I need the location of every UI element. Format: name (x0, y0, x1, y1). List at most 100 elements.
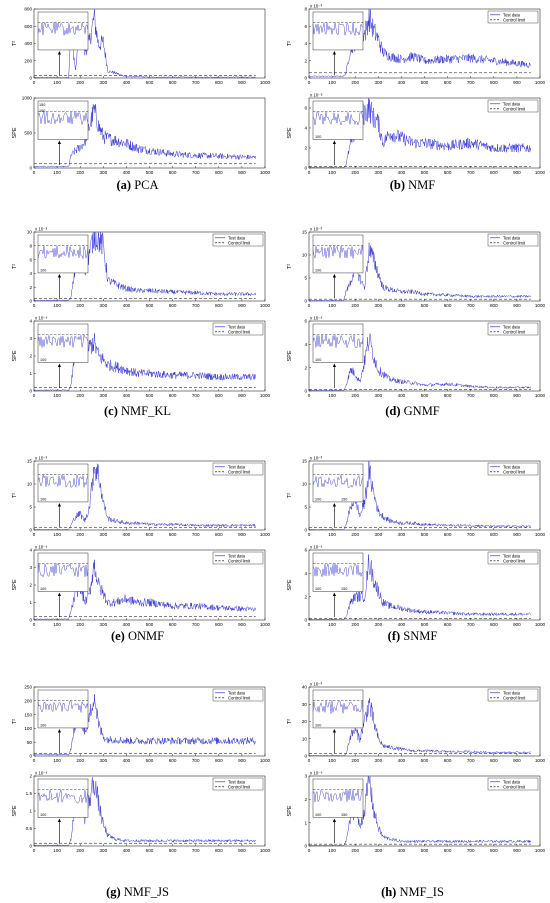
y-tick-label: 4 (304, 571, 307, 576)
x-tick-label: 100 (53, 80, 61, 85)
test-data-line (308, 98, 531, 169)
y-tick-label: 8 (304, 7, 307, 12)
caption-text: GNMF (400, 404, 440, 418)
y-tick-label: 2 (304, 146, 307, 151)
inset-arrowhead (57, 818, 62, 822)
y-tick-label: 2 (304, 365, 307, 370)
x-tick-label: 700 (467, 80, 475, 85)
x-tick-label: 1000 (535, 758, 546, 763)
caption-letter: (d) (385, 404, 401, 418)
x-tick-label: 600 (169, 170, 177, 175)
x-tick-label: 400 (123, 80, 131, 85)
x-tick-label: 500 (146, 303, 154, 308)
x-tick-label: 500 (421, 393, 429, 398)
legend-test-label: Test data (228, 324, 246, 329)
inset-x-tick-label: 100 (40, 813, 46, 817)
inset-arrowhead (332, 50, 337, 55)
spe-plot: 0 100 200 300 400 500 600 700 800 900 1000 0 2 4 6 SPE x… (287, 545, 546, 628)
caption-letter: (f) (387, 629, 401, 643)
x-tick-label: 100 (53, 532, 61, 537)
inset-arrowhead (332, 140, 337, 144)
inset-box (37, 689, 89, 729)
x-tick-label: 500 (146, 393, 154, 398)
y-tick-label: 2 (29, 583, 32, 588)
x-tick-label: 300 (99, 303, 107, 308)
inset-x-tick-label: 100 (315, 358, 321, 362)
x-tick-label: 800 (490, 532, 498, 537)
legend-limit-label: Control limit (228, 784, 251, 789)
y-tick-label: 1.5 (26, 791, 33, 796)
legend-limit-label: Control limit (228, 695, 251, 700)
y-tick-label: 0 (29, 389, 32, 394)
x-tick-label: 900 (238, 80, 246, 85)
legend-test-label: Test data (503, 12, 521, 17)
x-tick-label: 1000 (260, 303, 271, 308)
x-tick-label: 200 (351, 393, 359, 398)
x-tick-label: 500 (146, 848, 154, 853)
y-exponent: x 10⁻³ (35, 456, 48, 461)
inset-data-line (312, 334, 364, 349)
panel-a: 0 100 200 300 400 500 600 700 800 900 1000 0 200 400 6… (0, 0, 275, 192)
y-tick-label: 0 (304, 618, 307, 623)
y-tick-label: 6 (304, 548, 307, 553)
y-tick-label: 1000 (22, 96, 33, 101)
x-tick-label: 200 (351, 170, 359, 175)
x-tick-label: 400 (398, 393, 406, 398)
x-tick-label: 800 (490, 393, 498, 398)
spe-plot: 0 100 200 300 400 500 600 700 800 900 1000 0 1 2 3 4 SPE… (12, 316, 271, 399)
inset-arrowhead (57, 140, 62, 144)
x-tick-label: 500 (146, 758, 154, 763)
y-axis-label: T² (12, 493, 18, 498)
legend-limit-label: Control limit (228, 469, 251, 474)
x-tick-label: 800 (490, 80, 498, 85)
y-tick-label: 6 (304, 319, 307, 324)
inset-x-tick-label: 150 (341, 813, 347, 817)
x-tick-label: 100 (53, 622, 61, 627)
inset-x-tick-label: 100 (315, 135, 321, 139)
x-tick-label: 200 (351, 622, 359, 627)
x-tick-label: 1000 (260, 393, 271, 398)
inset-x-tick-label: 150 (341, 497, 347, 501)
x-tick-label: 500 (421, 622, 429, 627)
panel-e-svg: 0 100 200 300 400 500 600 700 800 900 1000051015T²… (12, 456, 271, 628)
y-axis-label: T² (287, 493, 293, 498)
x-tick-label: 100 (328, 848, 336, 853)
panel-g: 0 100 200 300 400 500 600 700 800 900 1000 0 50 100 15… (0, 678, 275, 899)
legend-test-label: Test data (228, 690, 246, 695)
zoom-inset: 100 (37, 552, 89, 617)
x-tick-label: 700 (467, 848, 475, 853)
x-tick-label: 900 (513, 758, 521, 763)
legend-limit-label: Control limit (503, 17, 526, 22)
inset-box (37, 778, 89, 818)
x-tick-label: 600 (169, 303, 177, 308)
y-tick-label: 500 (24, 131, 32, 136)
legend-test-label: Test data (228, 779, 246, 784)
y-axis-label: SPE (12, 127, 18, 138)
inset-y-tick-label: 100 (39, 109, 45, 113)
y-axis-label: SPE (287, 579, 293, 590)
caption-text: ONMF (124, 629, 165, 643)
x-tick-label: 300 (374, 393, 382, 398)
inset-arrowhead (332, 728, 337, 733)
panel-caption: (f) SNMF (275, 629, 550, 644)
y-axis-label: T² (287, 41, 293, 46)
legend-box (487, 99, 539, 113)
y-tick-label: 30 (302, 702, 308, 707)
x-tick-label: 1000 (260, 532, 271, 537)
inset-box (312, 100, 364, 140)
y-tick-label: 400 (24, 41, 32, 46)
x-tick-label: 600 (444, 170, 452, 175)
x-tick-label: 1000 (535, 532, 546, 537)
test-data-line (308, 554, 531, 621)
x-tick-label: 1000 (535, 80, 546, 85)
y-tick-label: 800 (24, 7, 32, 12)
y-tick-label: 0.5 (26, 826, 33, 831)
legend-limit-label: Control limit (228, 558, 251, 563)
